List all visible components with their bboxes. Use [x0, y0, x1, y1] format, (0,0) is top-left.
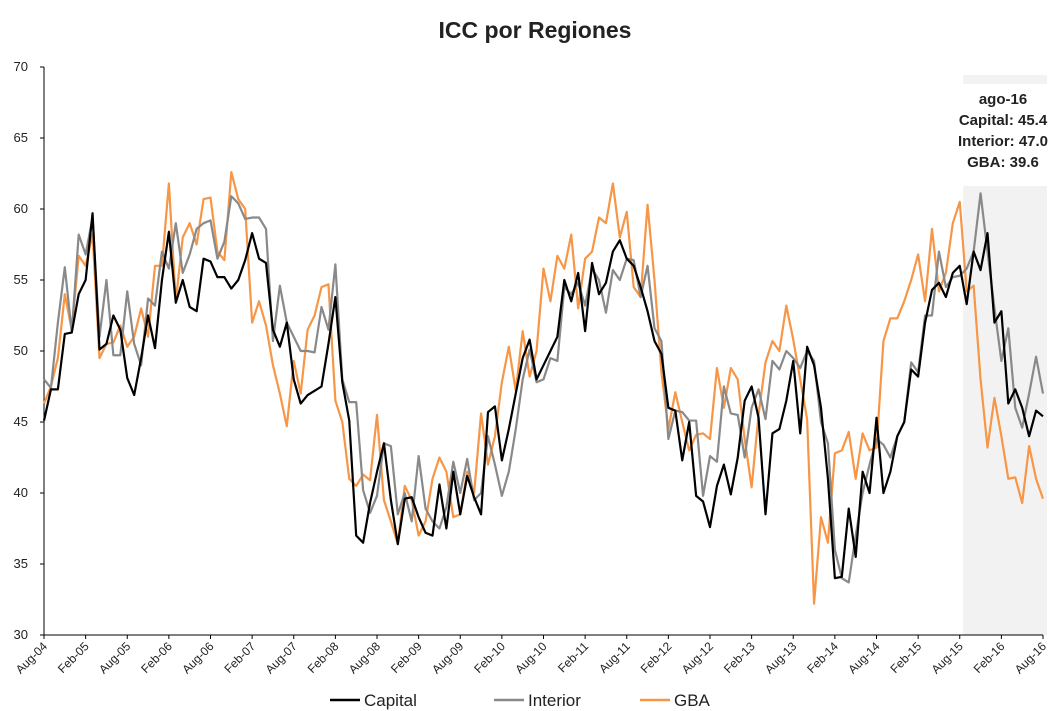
- y-tick-label: 35: [14, 556, 28, 571]
- x-tick-label: Aug-13: [762, 639, 799, 676]
- x-tick-label: Feb-15: [887, 639, 924, 676]
- y-tick-label: 55: [14, 272, 28, 287]
- annotation-box: [963, 84, 1047, 186]
- x-tick-label: Aug-04: [13, 639, 50, 676]
- x-tick-label: Feb-05: [55, 639, 92, 676]
- x-tick-label: Feb-12: [638, 639, 675, 676]
- x-tick-label: Aug-11: [596, 639, 633, 676]
- legend-label: Interior: [528, 691, 581, 710]
- series-line: [42, 170, 1045, 605]
- y-tick-label: 70: [14, 59, 28, 74]
- y-tick-label: 60: [14, 201, 28, 216]
- annotation-text: Capital: 45.4: [959, 112, 1048, 129]
- x-tick-label: Aug-07: [263, 639, 300, 676]
- series-line: [43, 192, 1045, 584]
- x-tick-label: Aug-08: [346, 639, 383, 676]
- x-tick-label: Aug-05: [96, 639, 133, 676]
- y-tick-label: 65: [14, 130, 28, 145]
- chart-title: ICC por Regiones: [439, 17, 632, 43]
- legend-label: GBA: [674, 691, 711, 710]
- annotation-text: GBA: 39.6: [967, 154, 1039, 171]
- x-tick-label: Feb-13: [721, 639, 758, 676]
- x-tick-label: Aug-06: [179, 639, 216, 676]
- annotation-text: Interior: 47.0: [958, 133, 1048, 150]
- y-tick-label: 40: [14, 485, 28, 500]
- x-tick-label: Feb-08: [305, 639, 342, 676]
- y-tick-label: 45: [14, 414, 28, 429]
- legend-label: Capital: [364, 691, 417, 710]
- x-tick-label: Feb-10: [471, 639, 508, 676]
- annotation-text: ago-16: [979, 91, 1027, 108]
- x-tick-label: Aug-14: [845, 639, 882, 676]
- x-tick-label: Aug-15: [929, 639, 966, 676]
- series-line: [42, 212, 1044, 580]
- x-tick-label: Feb-09: [388, 639, 425, 676]
- y-tick-label: 50: [14, 343, 28, 358]
- x-tick-label: Aug-09: [429, 639, 466, 676]
- x-tick-label: Feb-14: [804, 639, 841, 676]
- x-tick-label: Feb-06: [138, 639, 175, 676]
- x-tick-label: Feb-07: [221, 639, 258, 676]
- x-tick-label: Aug-12: [679, 639, 716, 676]
- y-tick-label: 30: [14, 627, 28, 642]
- x-tick-label: Aug-16: [1012, 639, 1049, 676]
- x-tick-label: Feb-11: [555, 639, 591, 675]
- x-tick-label: Aug-10: [512, 639, 549, 676]
- x-tick-label: Feb-16: [971, 639, 1008, 676]
